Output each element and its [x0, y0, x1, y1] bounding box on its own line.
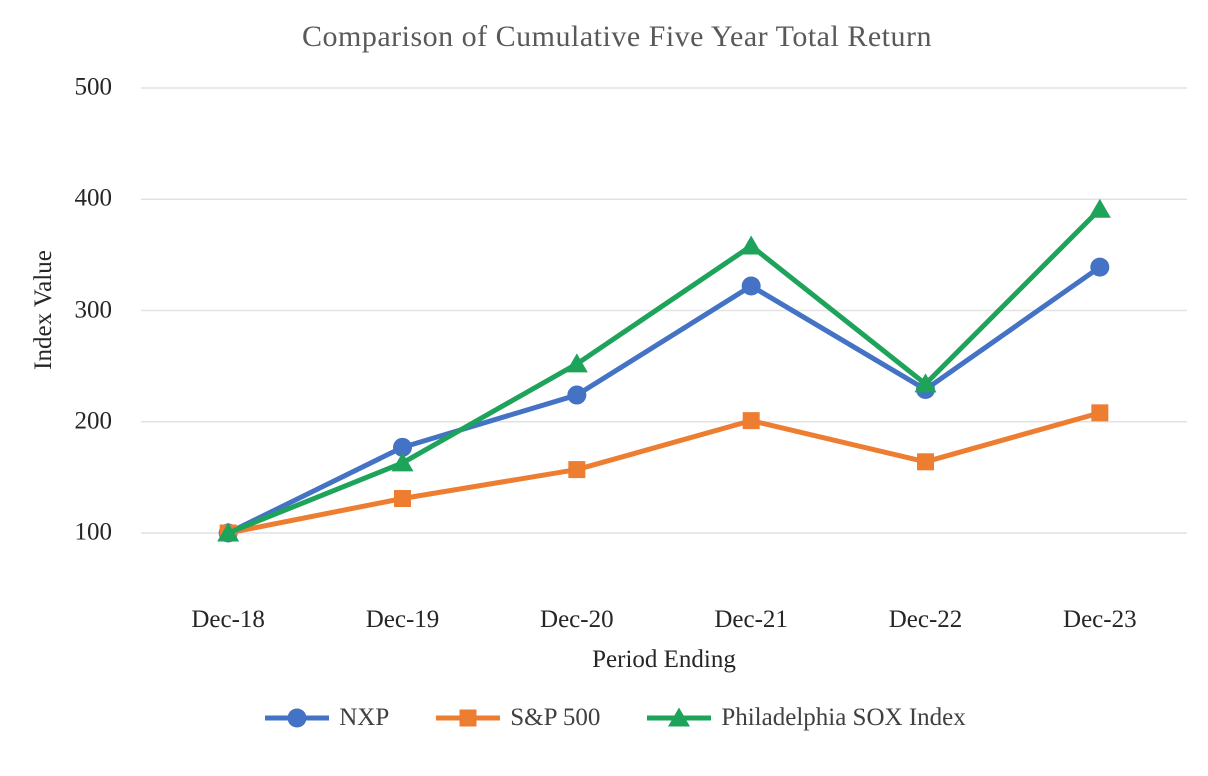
triangle-marker [1088, 198, 1111, 218]
legend-item-nxp: NXP [264, 704, 389, 732]
triangle-marker [565, 353, 588, 373]
circle-marker [287, 708, 307, 728]
legend-item-philadelphia-sox-index: Philadelphia SOX Index [646, 704, 966, 732]
triangle-marker [740, 235, 763, 255]
triangle-marker [668, 707, 691, 727]
circle-marker [1090, 257, 1110, 277]
legend-marker-triangle-icon [647, 707, 712, 727]
y-axis-title: Index Value [30, 250, 57, 370]
legend-marker-square-icon [436, 709, 501, 727]
square-marker [917, 453, 934, 471]
series-line-philadelphia-sox-index [227, 207, 1102, 536]
y-tick-label-400: 400 [74, 184, 113, 212]
circle-marker [741, 276, 761, 296]
x-tick-label-dec-21: Dec-21 [714, 606, 788, 633]
circle-marker [393, 437, 412, 457]
x-tick-label-dec-22: Dec-22 [888, 606, 963, 633]
chart-title: Comparison of Cumulative Five Year Total… [302, 20, 932, 53]
y-tick-label-200: 200 [74, 407, 113, 435]
square-marker [568, 461, 586, 479]
series-nxp [218, 257, 1110, 543]
legend-label-nxp: NXP [339, 704, 390, 731]
legend-item-s-p-500: S&P 500 [435, 704, 600, 732]
x-axis-title: Period Ending [592, 646, 736, 673]
square-marker [742, 412, 760, 430]
series-line-s-p-500 [227, 410, 1101, 536]
legend-label-s-p-500: S&P 500 [510, 704, 601, 731]
square-marker [394, 490, 411, 508]
series-philadelphia-sox-index [217, 198, 1111, 542]
chart-legend: NXP S&P 500 Philadelphia SOX Index [11, 704, 1208, 732]
circle-marker [567, 385, 587, 405]
x-tick-label-dec-19: Dec-19 [365, 606, 440, 633]
y-tick-label-500: 500 [74, 73, 113, 101]
triangle-marker [914, 373, 937, 393]
y-tick-label-300: 300 [74, 295, 113, 323]
square-marker [1091, 404, 1109, 422]
y-tick-label-100: 100 [74, 518, 113, 546]
x-tick-label-dec-23: Dec-23 [1063, 606, 1137, 633]
x-tick-label-dec-18: Dec-18 [191, 606, 265, 633]
legend-label-philadelphia-sox-index: Philadelphia SOX Index [721, 704, 966, 731]
x-tick-label-dec-20: Dec-20 [540, 606, 614, 633]
triangle-marker [391, 452, 414, 472]
square-marker [459, 709, 477, 727]
legend-marker-circle-icon [265, 708, 330, 728]
series-line-nxp [227, 265, 1102, 536]
triangle-marker [217, 522, 240, 542]
